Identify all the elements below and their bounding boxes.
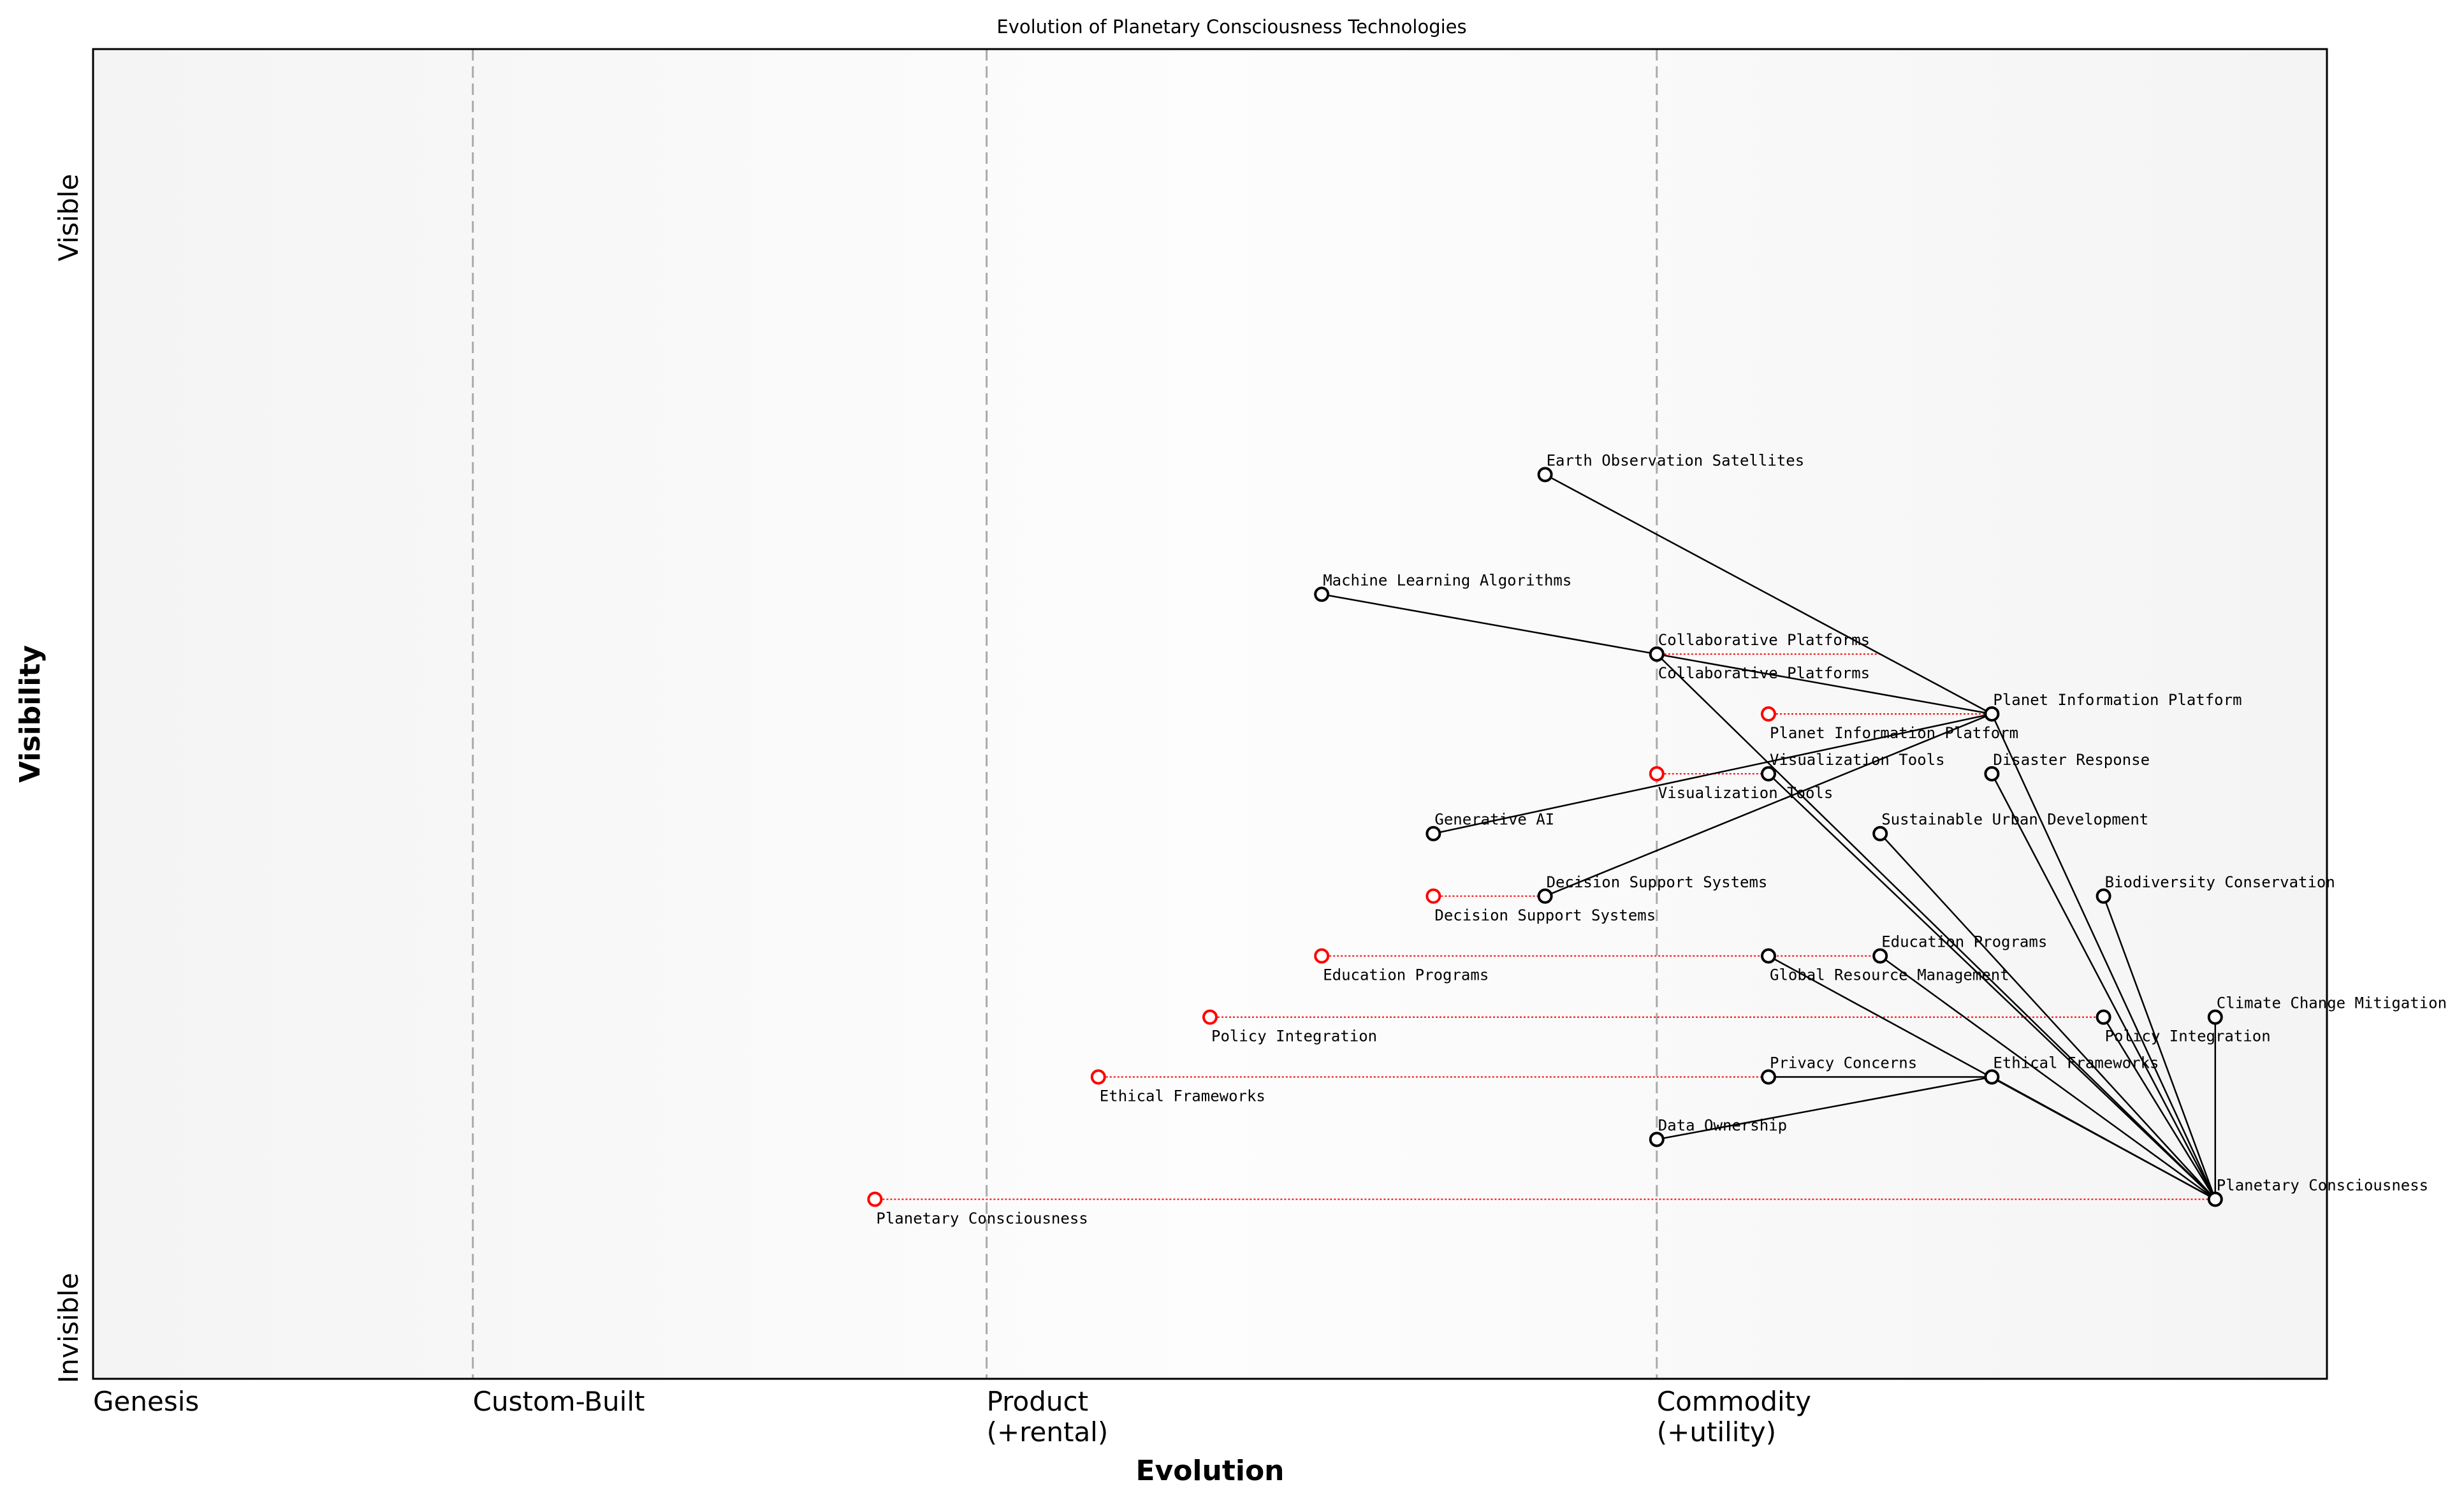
x-stage-label: Product — [987, 1386, 1088, 1417]
component-label: Earth Observation Satellites — [1547, 452, 1805, 470]
dependency-link — [1433, 713, 1992, 834]
evolution-origin-node — [867, 1191, 883, 1207]
component-label: Policy Integration — [2105, 1028, 2271, 1045]
component-node — [1649, 646, 1665, 662]
component-label: Machine Learning Algorithms — [1323, 571, 1571, 589]
plot-frame — [92, 48, 2328, 1380]
evolution-origin-label: Education Programs — [1323, 966, 1489, 984]
evolution-origin-label: Planetary Consciousness — [876, 1209, 1088, 1227]
y-top-label: Visible — [53, 174, 84, 261]
component-node — [1984, 706, 2000, 722]
component-label: Ethical Frameworks — [1993, 1054, 2159, 1072]
component-node — [1761, 766, 1776, 782]
evolution-origin-node — [1425, 888, 1441, 904]
component-label: Visualization Tools — [1770, 751, 1945, 769]
plot-background — [93, 49, 2327, 1379]
component-label: Climate Change Mitigation — [2217, 994, 2447, 1012]
component-node — [1984, 1069, 2000, 1085]
evolution-origin-node — [1761, 706, 1776, 722]
evolution-origin-label: Ethical Frameworks — [1100, 1087, 1265, 1105]
dependency-link — [2103, 896, 2216, 1200]
component-node — [1761, 1069, 1776, 1085]
component-node — [1537, 888, 1553, 904]
dependency-link — [1545, 713, 1992, 897]
component-node — [1761, 948, 1776, 964]
dependency-link — [1991, 1076, 2216, 1200]
evolution-origin-label: Decision Support Systems — [1434, 906, 1656, 924]
component-label: Data Ownership — [1658, 1117, 1787, 1135]
component-label: Planet Information Platform — [1993, 691, 2242, 709]
x-stage-label: Genesis — [93, 1386, 199, 1417]
x-stage-sublabel: (+rental) — [987, 1416, 1109, 1448]
dependency-link — [1879, 833, 2216, 1200]
component-label: Disaster Response — [1993, 751, 2150, 769]
dependency-link — [1656, 653, 2216, 1200]
dependency-link — [1991, 773, 2216, 1200]
dependency-link — [1656, 1076, 1992, 1140]
x-stage-label: Custom-Built — [473, 1386, 645, 1417]
dependency-link — [1879, 955, 2216, 1200]
component-label: Biodiversity Conservation — [2105, 873, 2335, 891]
evolution-origin-label: Collaborative Platforms — [1658, 664, 1870, 682]
x-stage-sublabel: (+utility) — [1657, 1416, 1776, 1448]
component-label: Education Programs — [1881, 933, 2047, 951]
component-node — [1649, 1131, 1665, 1147]
component-node — [1872, 948, 1888, 964]
component-node — [2096, 1009, 2111, 1025]
component-node — [1872, 825, 1888, 841]
y-axis-label: Visibility — [14, 645, 47, 783]
component-label: Global Resource Management — [1770, 966, 2009, 984]
evolution-origin-label: Policy Integration — [1211, 1028, 1377, 1045]
component-node — [2096, 888, 2111, 904]
evolution-origin-node — [1090, 1069, 1106, 1085]
evolution-origin-node — [1202, 1009, 1218, 1025]
component-node — [1425, 825, 1441, 841]
component-label: Planetary Consciousness — [2217, 1176, 2428, 1194]
component-node — [1314, 586, 1330, 602]
dependency-link — [1768, 773, 2216, 1200]
x-axis-label: Evolution — [1135, 1455, 1284, 1487]
chart-title: Evolution of Planetary Consciousness Tec… — [996, 16, 1466, 38]
evolution-origin-node — [1314, 948, 1330, 964]
component-node — [1537, 467, 1553, 483]
component-label: Generative AI — [1434, 811, 1554, 829]
evolution-origin-node — [1649, 766, 1665, 782]
y-bottom-label: Invisible — [53, 1273, 84, 1383]
dependency-link — [1991, 713, 2216, 1200]
dependency-link — [2103, 1016, 2216, 1200]
component-label: Privacy Concerns — [1770, 1054, 1917, 1072]
component-label: Collaborative Platforms — [1658, 631, 1870, 649]
component-node — [1984, 766, 2000, 782]
evolution-origin-label: Planet Information Platform — [1770, 724, 2018, 742]
component-node — [2207, 1009, 2223, 1025]
dependency-link — [1545, 474, 1992, 715]
component-label: Decision Support Systems — [1547, 873, 1768, 891]
component-label: Sustainable Urban Development — [1881, 811, 2148, 829]
component-node — [2207, 1191, 2223, 1207]
evolution-origin-label: Visualization Tools — [1658, 784, 1833, 802]
x-stage-label: Commodity — [1657, 1386, 1811, 1417]
